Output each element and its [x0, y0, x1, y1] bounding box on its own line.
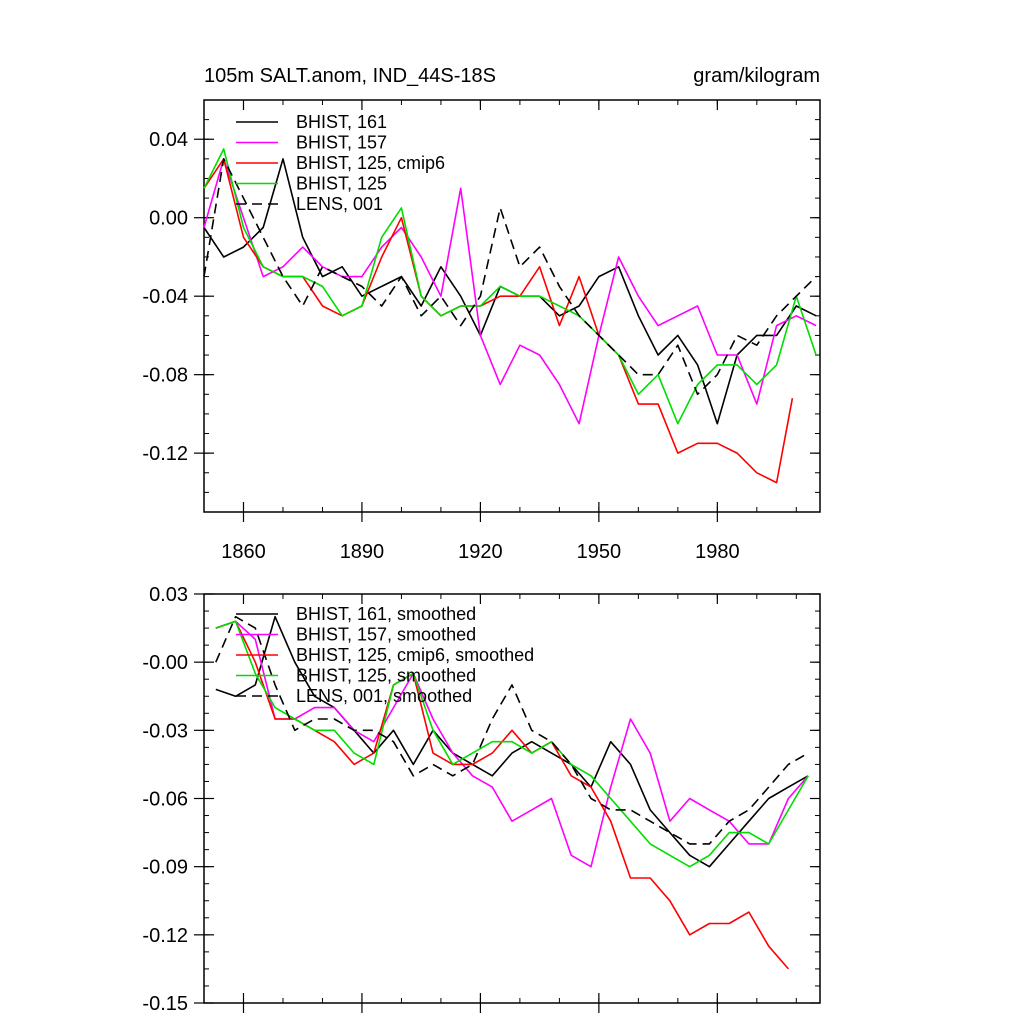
series-line-4 [215, 615, 809, 845]
y-tick-label: -0.08 [142, 365, 188, 387]
legend-label-0: BHIST, 161 [296, 112, 387, 132]
legend-label-0: BHIST, 161, smoothed [296, 604, 476, 624]
x-tick-label: 1920 [458, 541, 503, 563]
y-tick-label: -0.12 [142, 443, 188, 465]
x-tick-label: 1890 [340, 541, 385, 563]
y-tick-label: -0.06 [142, 789, 188, 811]
top-panel: 105m SALT.anom, IND_44S-18S gram/kilogra… [142, 65, 821, 563]
series-line-1 [203, 158, 817, 425]
legend-label-3: BHIST, 125, smoothed [296, 666, 476, 686]
series-line-3 [215, 620, 809, 868]
legend-label-3: BHIST, 125 [296, 174, 387, 194]
series-line-0 [215, 615, 809, 868]
y-tick-label: 0.03 [149, 584, 188, 606]
y-tick-label: -0.12 [142, 925, 188, 947]
y-tick-label: -0.04 [142, 286, 188, 308]
series-line-1 [215, 620, 809, 868]
x-tick-label: 1950 [577, 541, 622, 563]
x-tick-label: 1980 [695, 541, 740, 563]
series-line-3 [203, 148, 817, 425]
x-tick-label: 1860 [221, 541, 266, 563]
legend-label-2: BHIST, 125, cmip6, smoothed [296, 645, 534, 665]
chart-title: 105m SALT.anom, IND_44S-18S [204, 65, 496, 87]
y-tick-label: -0.09 [142, 857, 188, 879]
legend-label-2: BHIST, 125, cmip6 [296, 153, 445, 173]
chart-units: gram/kilogram [693, 65, 820, 87]
series-line-4 [203, 158, 817, 396]
legend-label-4: LENS, 001 [296, 194, 383, 214]
legend-label-1: BHIST, 157 [296, 133, 387, 153]
legend-label-4: LENS, 001, smoothed [296, 686, 472, 706]
y-tick-label: -0.00 [142, 652, 188, 674]
legend-label-1: BHIST, 157, smoothed [296, 625, 476, 645]
y-tick-label: -0.03 [142, 720, 188, 742]
y-tick-label: -0.15 [142, 993, 188, 1015]
bottom-panel: 0.03 -0.00 -0.03 -0.06 -0.09 -0.12 -0.15 BHIST,… [142, 584, 821, 1015]
plot-frame [203, 99, 821, 513]
y-tick-label: 0.00 [149, 208, 188, 230]
y-tick-label: 0.04 [149, 129, 188, 151]
